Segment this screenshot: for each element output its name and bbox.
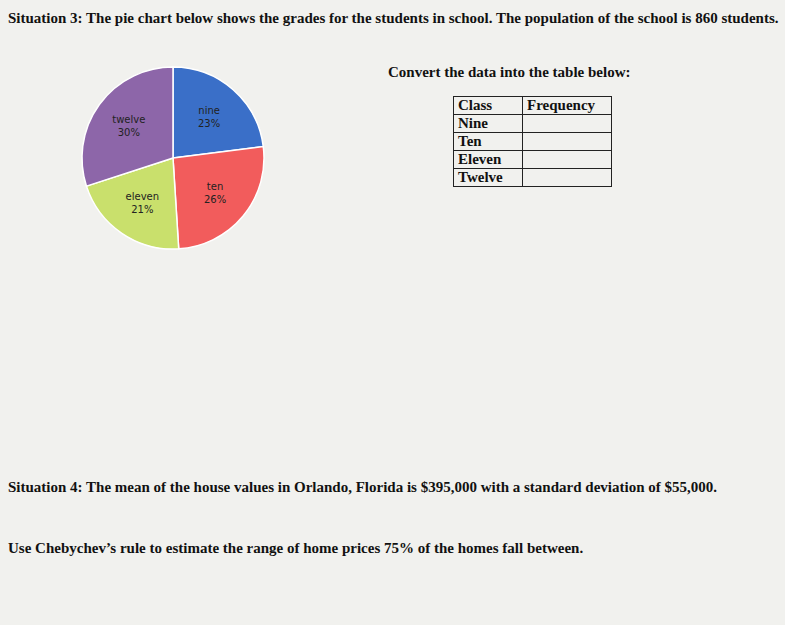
slice-value-label: 30% <box>118 127 140 138</box>
situation-4-text: Situation 4: The mean of the house value… <box>8 472 773 502</box>
slice-label: nine <box>198 105 220 116</box>
slice-label: twelve <box>112 114 145 125</box>
situation-3-text: Situation 3: The pie chart below shows t… <box>8 6 780 30</box>
question: Use Chebychev’s rule to estimate the ran… <box>8 536 778 560</box>
frequency-table: ClassFrequencyNineTenElevenTwelve <box>453 96 612 187</box>
pie-slice <box>173 147 264 249</box>
frequency-cell[interactable] <box>523 115 612 133</box>
frequency-cell[interactable] <box>523 151 612 169</box>
class-cell: Ten <box>454 133 523 151</box>
slice-label: eleven <box>126 191 160 202</box>
slice-value-label: 23% <box>198 118 220 129</box>
pie-slice <box>82 67 173 186</box>
header-cell: Class <box>454 97 523 115</box>
pie-slice <box>173 67 263 158</box>
slice-label: ten <box>207 181 223 192</box>
header-cell: Frequency <box>523 97 612 115</box>
slice-value-label: 21% <box>131 204 153 215</box>
frequency-cell[interactable] <box>523 169 612 187</box>
frequency-cell[interactable] <box>523 133 612 151</box>
instruction: Convert the data into the table below: <box>388 60 630 84</box>
class-cell: Twelve <box>454 169 523 187</box>
pie-chart: nine 23% ten 26% eleven 21% twelve 30% <box>0 0 785 625</box>
class-cell: Eleven <box>454 151 523 169</box>
slice-value-label: 26% <box>204 194 226 205</box>
class-cell: Nine <box>454 115 523 133</box>
